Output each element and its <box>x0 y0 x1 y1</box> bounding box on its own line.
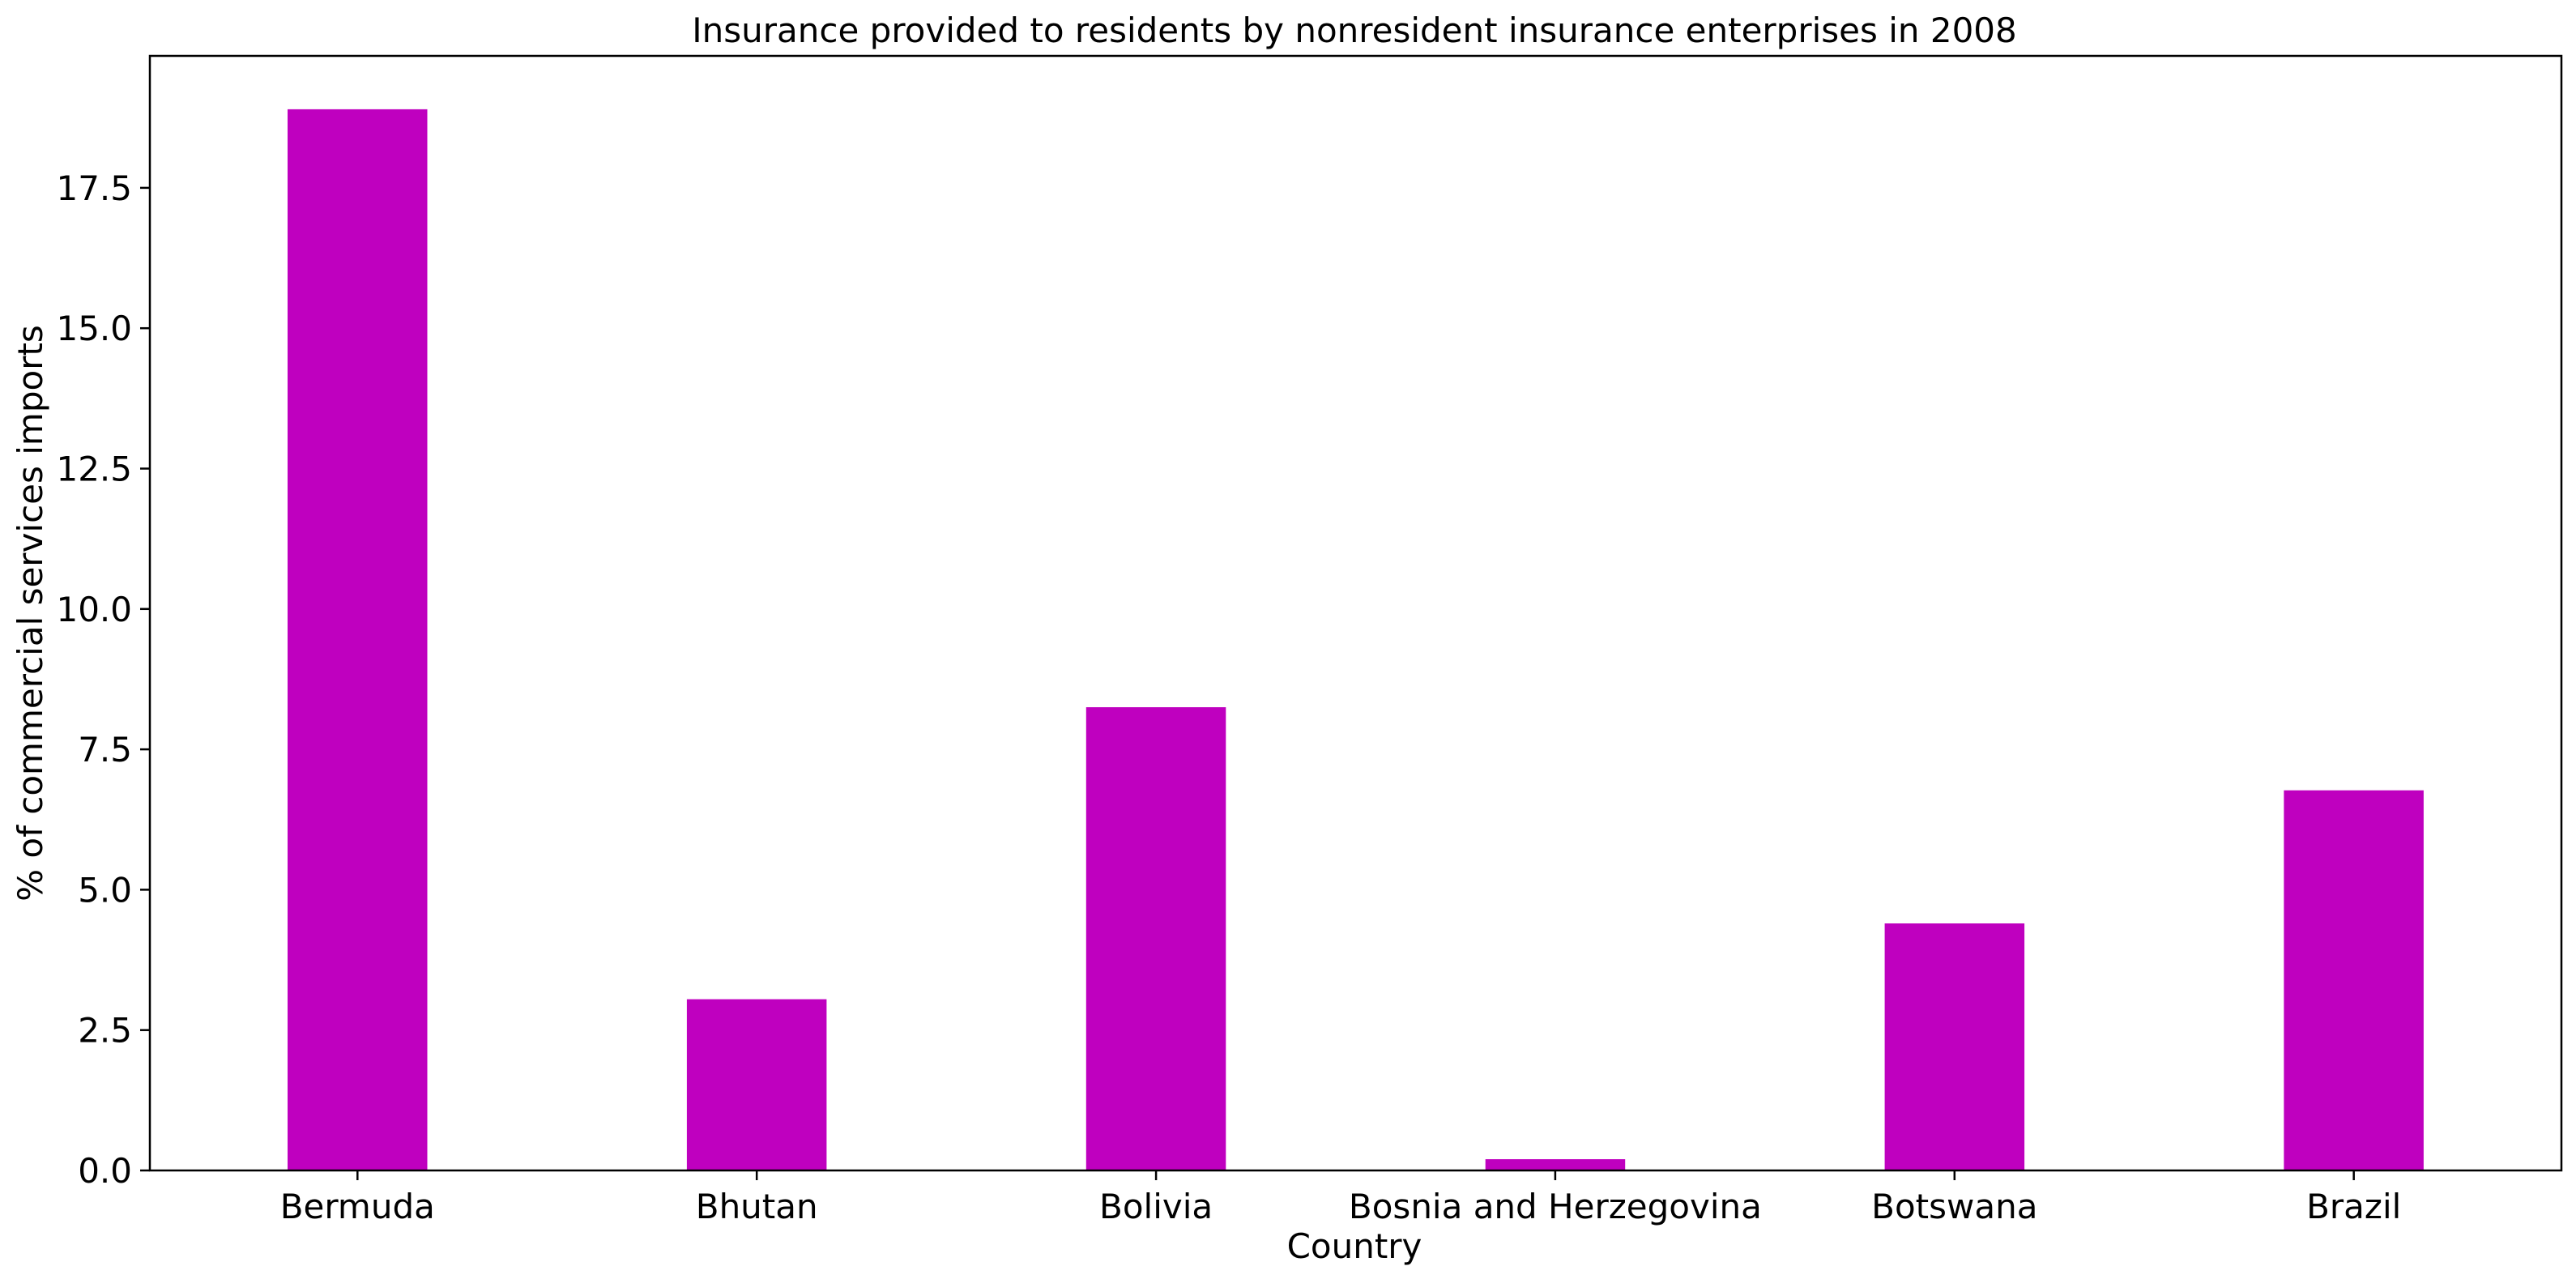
chart-title: Insurance provided to residents by nonre… <box>692 11 2017 50</box>
bar-brazil <box>2284 790 2424 1170</box>
y-axis-ticks: 0.0 2.5 5.0 7.5 10.0 12.5 15.0 17.5 <box>56 168 150 1191</box>
y-tick-label: 15.0 <box>56 309 132 348</box>
y-tick-label: 17.5 <box>56 168 132 208</box>
bar-bermuda <box>288 109 428 1170</box>
y-tick-label: 10.0 <box>56 590 132 629</box>
y-tick-label: 12.5 <box>56 450 132 489</box>
x-axis-label: Country <box>1287 1226 1422 1266</box>
y-axis-label: % of commercial services imports <box>11 325 50 902</box>
y-tick-label: 5.0 <box>78 870 132 910</box>
bar-botswana <box>1884 923 2025 1170</box>
bar-bhutan <box>686 999 827 1170</box>
x-tick-label: Bermuda <box>280 1187 435 1226</box>
y-tick-label: 7.5 <box>78 730 132 770</box>
x-tick-label: Brazil <box>2306 1187 2401 1226</box>
x-tick-label: Bhutan <box>696 1187 818 1226</box>
x-tick-label: Bosnia and Herzegovina <box>1349 1187 1762 1226</box>
x-axis-ticks: Bermuda Bhutan Bolivia Bosnia and Herzegovi… <box>280 1170 2401 1226</box>
bars-group <box>288 109 2424 1170</box>
y-tick-label: 2.5 <box>78 1011 132 1051</box>
plot-frame <box>148 54 2563 1172</box>
x-tick-label: Bolivia <box>1099 1187 1213 1226</box>
y-tick-label: 0.0 <box>78 1151 132 1191</box>
x-tick-label: Botswana <box>1871 1187 2037 1226</box>
bar-bosnia-and-herzegovina <box>1485 1159 1626 1170</box>
bar-bolivia <box>1085 707 1226 1170</box>
